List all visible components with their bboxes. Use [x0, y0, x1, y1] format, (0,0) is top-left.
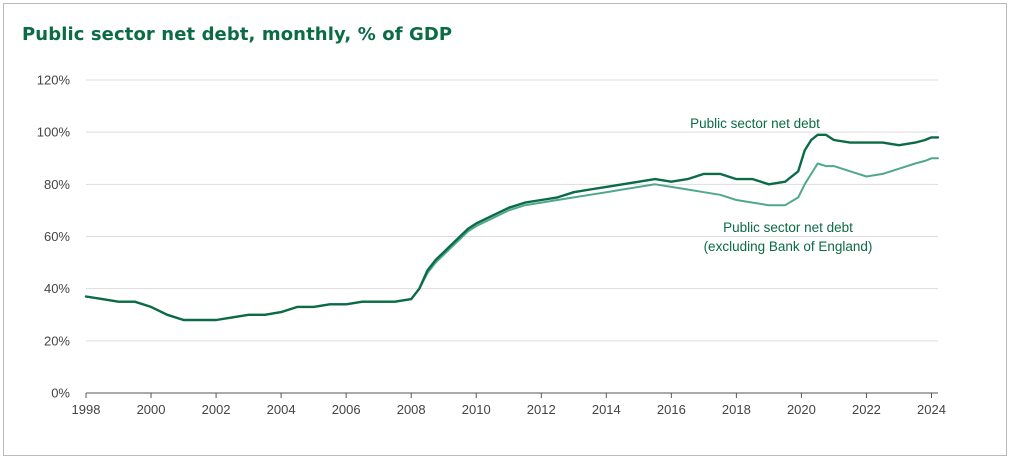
y-tick-label: 40%: [44, 281, 70, 296]
x-tick-label: 2014: [592, 402, 621, 417]
x-tick-label: 2000: [137, 402, 166, 417]
x-tick-label: 1998: [72, 402, 101, 417]
x-tick-label: 2024: [917, 402, 946, 417]
series-label-psnd-ex-boe: Public sector net debt (excluding Bank of…: [704, 220, 873, 254]
x-tick-label: 2012: [527, 402, 556, 417]
chart-frame: Public sector net debt, monthly, % of GD…: [3, 3, 1007, 456]
series-label-line: (excluding Bank of England): [704, 239, 873, 254]
series-lines: [84, 133, 940, 322]
series-label-psnd: Public sector net debt: [690, 116, 820, 131]
x-tick-labels: 1998 2000 2002 2004 2006 2008 2010 2012 2014 2016…: [72, 393, 946, 417]
x-tick-label: 2022: [852, 402, 881, 417]
x-tick-label: 2006: [332, 402, 361, 417]
x-tick-label: 2020: [787, 402, 816, 417]
x-tick-label: 2008: [397, 402, 426, 417]
y-tick-label: 100%: [37, 125, 71, 140]
series-line-psnd: [84, 133, 940, 322]
x-tick-label: 2004: [267, 402, 296, 417]
y-tick-label: 0%: [51, 386, 70, 401]
chart-title: Public sector net debt, monthly, % of GD…: [22, 24, 453, 45]
y-tick-label: 80%: [44, 177, 70, 192]
x-tick-label: 2010: [462, 402, 491, 417]
series-label-line: Public sector net debt: [690, 116, 820, 131]
series-label-line: Public sector net debt: [723, 220, 853, 235]
y-tick-label: 120%: [37, 73, 71, 88]
y-tick-label: 60%: [44, 229, 70, 244]
x-tick-label: 2018: [722, 402, 751, 417]
x-tick-label: 2016: [657, 402, 686, 417]
y-tick-labels: 0% 20% 40% 60% 80% 100% 120%: [37, 73, 71, 401]
x-tick-label: 2002: [202, 402, 231, 417]
y-tick-label: 20%: [44, 333, 70, 348]
gridlines: [86, 79, 938, 342]
